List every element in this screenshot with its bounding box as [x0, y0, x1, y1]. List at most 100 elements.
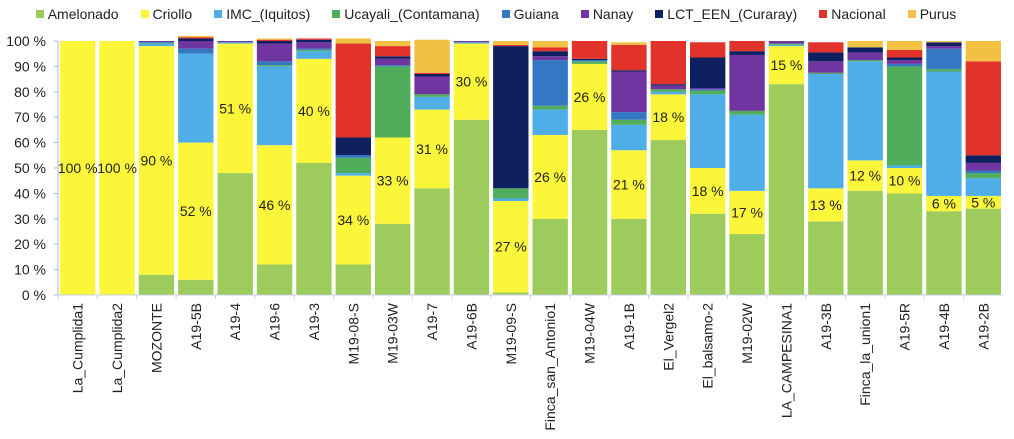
bar-segment-amelonado [493, 292, 529, 295]
legend-label: Guiana [513, 6, 559, 22]
data-label: 26 % [534, 169, 566, 185]
legend-label: Criollo [152, 6, 193, 22]
bar-segment-lct-een-curaray [532, 51, 568, 57]
data-label: 15 % [770, 57, 802, 73]
bar-segment-nanay [375, 58, 411, 66]
bar-segment-nacional [178, 37, 214, 39]
bar-segment-nanay [296, 42, 332, 49]
bar-segment-amelonado [650, 140, 686, 295]
bar-segment-criollo [453, 43, 490, 120]
bar-segment-purus [847, 41, 883, 48]
bar-segment-guiana [571, 60, 608, 62]
bar-segment-lct-een-curaray [611, 70, 647, 72]
bar-segment-lct-een-curaray [690, 57, 726, 88]
bar-segment-guiana [375, 65, 411, 67]
x-tick-label: M19-03W [385, 302, 401, 363]
bar-segment-ucayali-contamana [611, 119, 647, 125]
bar-segment-ucayali-contamana [926, 68, 962, 72]
x-tick-label: A19-5R [897, 303, 913, 350]
bar-segment-lct-een-curaray [808, 52, 844, 62]
bar-segment-guiana [335, 155, 371, 158]
bar-segment-lct-een-curaray [414, 74, 450, 77]
bar-segment-amelonado [217, 173, 253, 295]
bar-segment-ucayali-contamana [571, 61, 608, 64]
y-tick-label: 50 % [14, 160, 46, 176]
bar-segment-ucayali-contamana [493, 188, 529, 199]
bar-segment-ucayali-contamana [965, 173, 1001, 179]
x-tick-label: A19-4 [227, 303, 243, 341]
bar-segment-amelonado [296, 162, 332, 295]
legend-label: Amelonado [47, 6, 119, 22]
bar-segment-imc-iquitos [256, 66, 293, 146]
bar-segment-criollo [965, 195, 1001, 209]
bar-segment-guiana [926, 48, 962, 69]
bar-segment-purus [414, 39, 450, 73]
x-tick-label: M19-09-S [503, 303, 519, 364]
data-label: 33 % [377, 173, 409, 189]
bar-segment-criollo [768, 46, 805, 85]
bar-segment-imc-iquitos [296, 51, 332, 59]
bar-segment-guiana [138, 42, 175, 43]
bar-segment-criollo [99, 41, 135, 295]
bar-segment-criollo [729, 190, 765, 235]
legend-swatch [501, 10, 510, 18]
bar-segment-purus [178, 35, 214, 38]
legend-swatch [580, 10, 589, 18]
bar-segment-ucayali-contamana [768, 43, 805, 45]
bar-segment-nanay [808, 61, 844, 73]
legend-label: Ucayali_(Contamana) [344, 6, 480, 22]
bar-segment-imc-iquitos [178, 53, 214, 143]
data-label: 46 % [259, 197, 291, 213]
legend-item-nacional: Nacional [819, 6, 886, 22]
bar-segment-purus [886, 41, 923, 50]
bar-segment-criollo [296, 58, 332, 163]
bar-segment-nanay [926, 46, 962, 49]
bar-segment-criollo [60, 41, 96, 295]
bar-segment-guiana [256, 61, 293, 66]
x-tick-label: M19-08-S [345, 303, 361, 364]
bar-segment-criollo [611, 150, 647, 219]
x-tick-label: LA_CAMPESINA1 [778, 303, 794, 418]
bar-segment-lct-een-curaray [296, 39, 332, 43]
bar-segment-purus [375, 41, 411, 47]
bar-segment-purus [965, 41, 1001, 62]
legend-swatch [819, 10, 828, 18]
bar-segment-criollo [532, 134, 568, 219]
data-label: 31 % [416, 141, 448, 157]
legend-item-purus: Purus [907, 6, 956, 22]
data-label: 27 % [495, 239, 527, 255]
y-tick-label: 40 % [14, 185, 46, 201]
bar-segment-purus [926, 41, 962, 43]
bar-segment-imc-iquitos [532, 109, 568, 135]
bar-segment-amelonado [886, 193, 923, 295]
bar-segment-nacional [375, 46, 411, 57]
data-label: 52 % [180, 203, 212, 219]
x-tick-label: M19-04W [582, 302, 598, 363]
bar-segment-nacional [611, 44, 647, 71]
bar-segment-imc-iquitos [690, 94, 726, 168]
legend-label: LCT_EEN_(Curaray) [667, 6, 798, 22]
bar-segment-amelonado [453, 119, 490, 296]
bar-segment-criollo [138, 46, 175, 275]
bar-segment-criollo [808, 188, 844, 222]
legend-swatch [140, 10, 149, 18]
data-label: 10 % [889, 173, 921, 189]
data-label: 26 % [574, 89, 606, 105]
bar-segment-nanay [650, 85, 686, 90]
legend-item-guiana: Guiana [501, 6, 559, 22]
legend-swatch [332, 10, 341, 18]
bar-segment-amelonado [690, 213, 726, 295]
bar-segment-ucayali-contamana [138, 42, 175, 44]
bar-segment-ucayali-contamana [690, 90, 726, 95]
y-tick-label: 30 % [14, 211, 46, 227]
bar-segment-amelonado [808, 221, 844, 295]
data-label: 30 % [455, 74, 487, 90]
bar-segment-criollo [335, 175, 371, 265]
bar-segment-nanay [690, 87, 726, 90]
x-tick-label: La_Cumplida1 [70, 303, 86, 393]
data-label: 21 % [613, 177, 645, 193]
bar-segment-ucayali-contamana [808, 72, 844, 75]
bar-segment-nacional [296, 38, 332, 40]
legend-item-nanay: Nanay [580, 6, 633, 22]
